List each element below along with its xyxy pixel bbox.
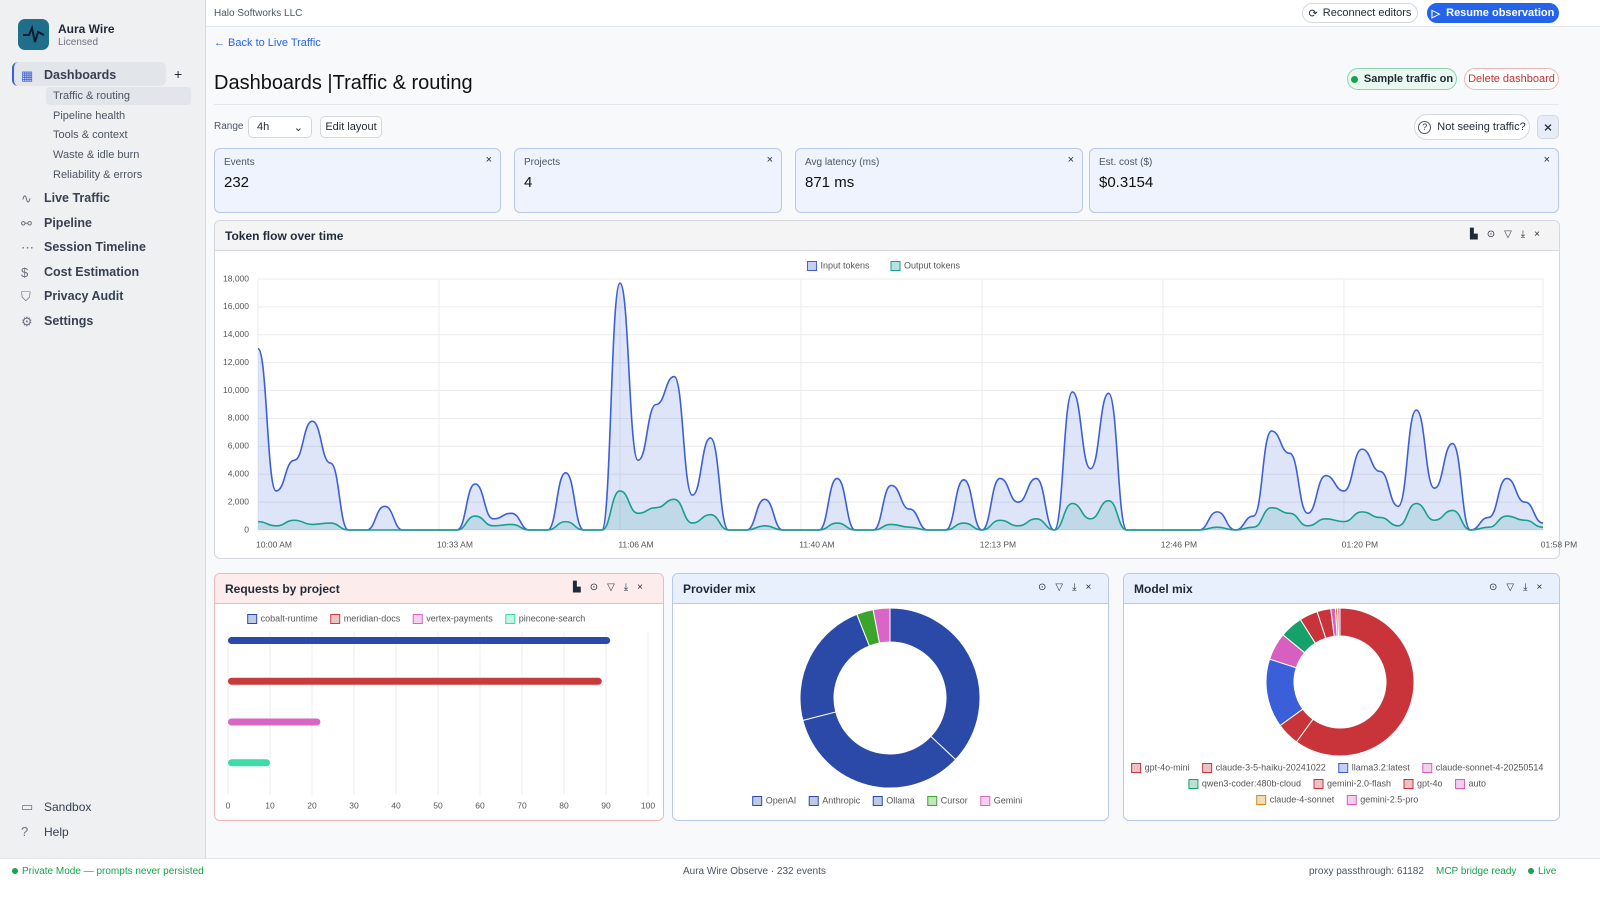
kpi-value: 871 ms xyxy=(805,174,855,191)
delete-button[interactable]: Delete dashboard xyxy=(1464,68,1559,90)
nav-item[interactable]: Cost Estimation xyxy=(44,265,140,279)
panel-tools[interactable]: ⊙▽⤓× xyxy=(1489,582,1552,593)
nav-subitem[interactable]: Reliability & errors xyxy=(53,168,143,181)
back-link[interactable]: ← Back to Live Traffic xyxy=(214,37,321,49)
sample-toggle[interactable]: Sample traffic on xyxy=(1347,68,1457,90)
org-name: Halo Softworks LLC xyxy=(214,8,303,19)
nav-subitem[interactable]: Waste & idle burn xyxy=(53,149,140,162)
privacy-text: Private Mode — prompts never persisted xyxy=(22,866,204,877)
nav-item[interactable]: Session Timeline xyxy=(44,240,146,254)
panel-title: Token flow over time xyxy=(215,221,1559,251)
nav-icon: ⚯ xyxy=(21,216,32,231)
reconnect-label: Reconnect editors xyxy=(1322,7,1412,19)
panel-title: Requests by project xyxy=(215,574,663,604)
provider-panel: Provider mix xyxy=(672,573,1109,821)
kpi-card: Avg latency (ms) 871 ms × xyxy=(795,148,1083,213)
nav-subitem[interactable]: Tools & context xyxy=(53,129,128,142)
close-button[interactable]: × xyxy=(1543,154,1550,166)
reconnect-button[interactable]: ⟳ Reconnect editors xyxy=(1302,3,1418,23)
resume-button[interactable]: ▷ Resume observation xyxy=(1427,3,1559,23)
nav-subitem[interactable]: Traffic & routing xyxy=(53,90,131,102)
token-panel: Token flow over time xyxy=(214,220,1560,559)
help-label: Not seeing traffic? xyxy=(1437,121,1526,133)
nav-subitem[interactable]: Pipeline health xyxy=(53,109,126,122)
nav-icon: ? xyxy=(21,824,29,839)
title-main: Dashboards xyxy=(214,72,322,94)
edit-layout-button[interactable]: Edit layout xyxy=(320,116,382,138)
sample-label: Sample traffic on xyxy=(1363,73,1454,85)
proxy-status: proxy passthrough: 61182 xyxy=(1309,866,1424,877)
range-label: Range xyxy=(214,121,244,132)
model-panel: Model mix xyxy=(1123,573,1560,821)
resume-label: Resume observation xyxy=(1446,7,1555,19)
nav-item[interactable]: Dashboards xyxy=(44,68,117,82)
range-value: 4h xyxy=(257,121,270,133)
nav-icon: ▦ xyxy=(21,68,34,83)
product: Aura Wire Observe · 232 events xyxy=(683,866,826,877)
app-logo xyxy=(18,19,49,50)
kpi-card: Events 232 × xyxy=(214,148,501,213)
kpi-card: Projects 4 × xyxy=(514,148,782,213)
nav-icon: ⚙ xyxy=(21,314,33,329)
active-nav-bg xyxy=(12,62,166,86)
help-button[interactable]: ? Not seeing traffic? xyxy=(1414,114,1530,140)
logo-icon xyxy=(23,24,45,43)
kpi-value: $0.3154 xyxy=(1099,174,1154,191)
kpi-label: Projects xyxy=(524,157,561,168)
range-select[interactable]: 4h ⌄ xyxy=(248,116,312,138)
nav-item[interactable]: Pipeline xyxy=(44,216,92,230)
add-dashboard[interactable]: + xyxy=(174,66,183,82)
license: Licensed xyxy=(58,37,99,48)
kpi-label: Events xyxy=(224,157,255,168)
kpi-card: Est. cost ($) $0.3154 × xyxy=(1089,148,1559,213)
kpi-label: Avg latency (ms) xyxy=(805,157,880,168)
nav-item[interactable]: Help xyxy=(44,825,69,839)
divider xyxy=(214,104,1559,105)
panel-tools[interactable]: ▙⊙▽⤓× xyxy=(573,582,653,593)
page-title: Dashboards |Traffic & routing xyxy=(214,72,473,94)
live-status: Live xyxy=(1528,866,1556,877)
kpi-label: Est. cost ($) xyxy=(1099,157,1153,168)
privacy-status: Private Mode — prompts never persisted xyxy=(12,866,204,877)
close-button[interactable]: × xyxy=(1067,154,1074,166)
projects-panel: Requests by project xyxy=(214,573,664,821)
nav-item[interactable]: Live Traffic xyxy=(44,191,110,205)
panel-title: Model mix xyxy=(1124,574,1559,604)
active-sub-bg xyxy=(46,87,191,105)
kpi-value: 232 xyxy=(224,174,250,191)
live-text: Live xyxy=(1538,866,1557,877)
nav-icon: $ xyxy=(21,265,29,280)
panel-tools[interactable]: ▙⊙▽⤓× xyxy=(1470,229,1550,240)
nav-icon: ⋯ xyxy=(21,240,34,255)
footer xyxy=(0,858,1600,900)
vscode-button[interactable]: ⨯ xyxy=(1537,115,1559,139)
event-count: 232 events xyxy=(776,866,826,877)
close-button[interactable]: × xyxy=(485,154,492,166)
nav-icon: ▭ xyxy=(21,799,34,814)
kpi-value: 4 xyxy=(524,174,533,191)
sidebar: Aura Wire Licensed + ▦ Dashboards Traffic … xyxy=(0,0,206,876)
app-name: Aura Wire xyxy=(58,22,115,36)
nav-icon: ⛉ xyxy=(21,289,31,304)
panel-tools[interactable]: ⊙▽⤓× xyxy=(1038,582,1101,593)
close-button[interactable]: × xyxy=(766,154,773,166)
mcp-status: MCP bridge ready xyxy=(1436,866,1517,877)
panel-title: Provider mix xyxy=(673,574,1108,604)
product-name: Aura Wire Observe xyxy=(683,866,769,877)
nav-item[interactable]: Privacy Audit xyxy=(44,289,124,303)
nav-icon: ∿ xyxy=(21,191,32,206)
title-sub: Traffic & routing xyxy=(332,72,473,94)
nav-item[interactable]: Sandbox xyxy=(44,800,92,814)
nav-item[interactable]: Settings xyxy=(44,314,94,328)
